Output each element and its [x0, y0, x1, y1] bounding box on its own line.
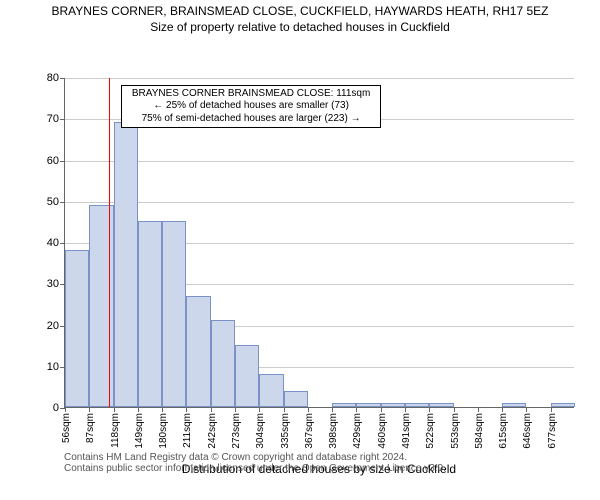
x-tick-label: 367sqm [304, 413, 315, 449]
annotation-box: BRAYNES CORNER BRAINSMEAD CLOSE: 111sqm←… [121, 85, 381, 129]
bar [186, 296, 210, 407]
x-tick-label: 242sqm [207, 413, 218, 449]
x-tick-label: 584sqm [474, 413, 485, 449]
y-tick-label: 10 [47, 361, 59, 373]
bar [332, 403, 356, 407]
x-tick-label: 304sqm [255, 413, 266, 449]
x-tick [526, 407, 527, 412]
annotation-line: BRAYNES CORNER BRAINSMEAD CLOSE: 111sqm [126, 88, 376, 101]
page-subtitle: Size of property relative to detached ho… [0, 18, 600, 34]
y-tick [60, 202, 65, 203]
page-title: BRAYNES CORNER, BRAINSMEAD CLOSE, CUCKFI… [0, 0, 600, 18]
y-tick [60, 161, 65, 162]
bar [405, 403, 429, 407]
x-tick [89, 407, 90, 412]
y-tick [60, 119, 65, 120]
grid-line [65, 78, 574, 79]
bar [502, 403, 526, 407]
y-tick-label: 30 [47, 278, 59, 290]
x-tick-label: 56sqm [61, 413, 72, 443]
x-tick-label: 491sqm [401, 413, 412, 449]
x-tick [551, 407, 552, 412]
y-tick [60, 78, 65, 79]
y-tick-label: 0 [53, 402, 59, 414]
marker-line [109, 78, 111, 407]
x-tick [162, 407, 163, 412]
y-tick-label: 70 [47, 113, 59, 125]
footer-line-1: Contains HM Land Registry data © Crown c… [64, 452, 446, 463]
footer-line-2: Contains public sector information licen… [64, 463, 446, 474]
x-tick-label: 460sqm [377, 413, 388, 449]
x-tick [138, 407, 139, 412]
annotation-line: 75% of semi-detached houses are larger (… [126, 113, 376, 126]
x-tick [114, 407, 115, 412]
x-tick-label: 553sqm [450, 413, 461, 449]
x-tick-label: 273sqm [231, 413, 242, 449]
y-tick-label: 50 [47, 196, 59, 208]
x-tick [429, 407, 430, 412]
x-tick-label: 615sqm [498, 413, 509, 449]
x-tick [211, 407, 212, 412]
x-tick [454, 407, 455, 412]
x-tick-label: 87sqm [85, 413, 96, 443]
bar [356, 403, 380, 407]
bar [235, 345, 259, 407]
bar [138, 221, 162, 407]
x-tick [381, 407, 382, 412]
x-tick [308, 407, 309, 412]
x-tick [259, 407, 260, 412]
bar [211, 320, 235, 407]
bar [259, 374, 283, 407]
y-tick-label: 20 [47, 320, 59, 332]
x-tick [405, 407, 406, 412]
bar [551, 403, 575, 407]
y-tick-label: 40 [47, 237, 59, 249]
x-tick [235, 407, 236, 412]
y-tick [60, 243, 65, 244]
x-tick-label: 211sqm [182, 413, 193, 448]
bar [429, 403, 453, 407]
x-tick [332, 407, 333, 412]
x-tick-label: 118sqm [110, 413, 121, 448]
x-tick-label: 335sqm [280, 413, 291, 449]
x-tick-label: 677sqm [547, 413, 558, 449]
x-tick-label: 398sqm [328, 413, 339, 449]
y-tick-label: 80 [47, 72, 59, 84]
y-tick-label: 60 [47, 155, 59, 167]
x-tick [65, 407, 66, 412]
bar [381, 403, 405, 407]
bar [114, 122, 138, 407]
bar [284, 391, 308, 408]
grid-line [65, 202, 574, 203]
bar [162, 221, 186, 407]
x-tick-label: 522sqm [425, 413, 436, 449]
annotation-line: ← 25% of detached houses are smaller (73… [126, 100, 376, 113]
x-tick-label: 429sqm [352, 413, 363, 449]
x-tick [284, 407, 285, 412]
x-tick [356, 407, 357, 412]
x-tick [186, 407, 187, 412]
grid-line [65, 161, 574, 162]
x-tick [502, 407, 503, 412]
x-tick [478, 407, 479, 412]
x-tick-label: 646sqm [522, 413, 533, 449]
x-tick-label: 180sqm [158, 413, 169, 449]
x-tick-label: 149sqm [134, 413, 145, 449]
bar [65, 250, 89, 407]
footer: Contains HM Land Registry data © Crown c… [64, 452, 446, 474]
plot-area: 0102030405060708056sqm87sqm118sqm149sqm1… [64, 78, 574, 408]
